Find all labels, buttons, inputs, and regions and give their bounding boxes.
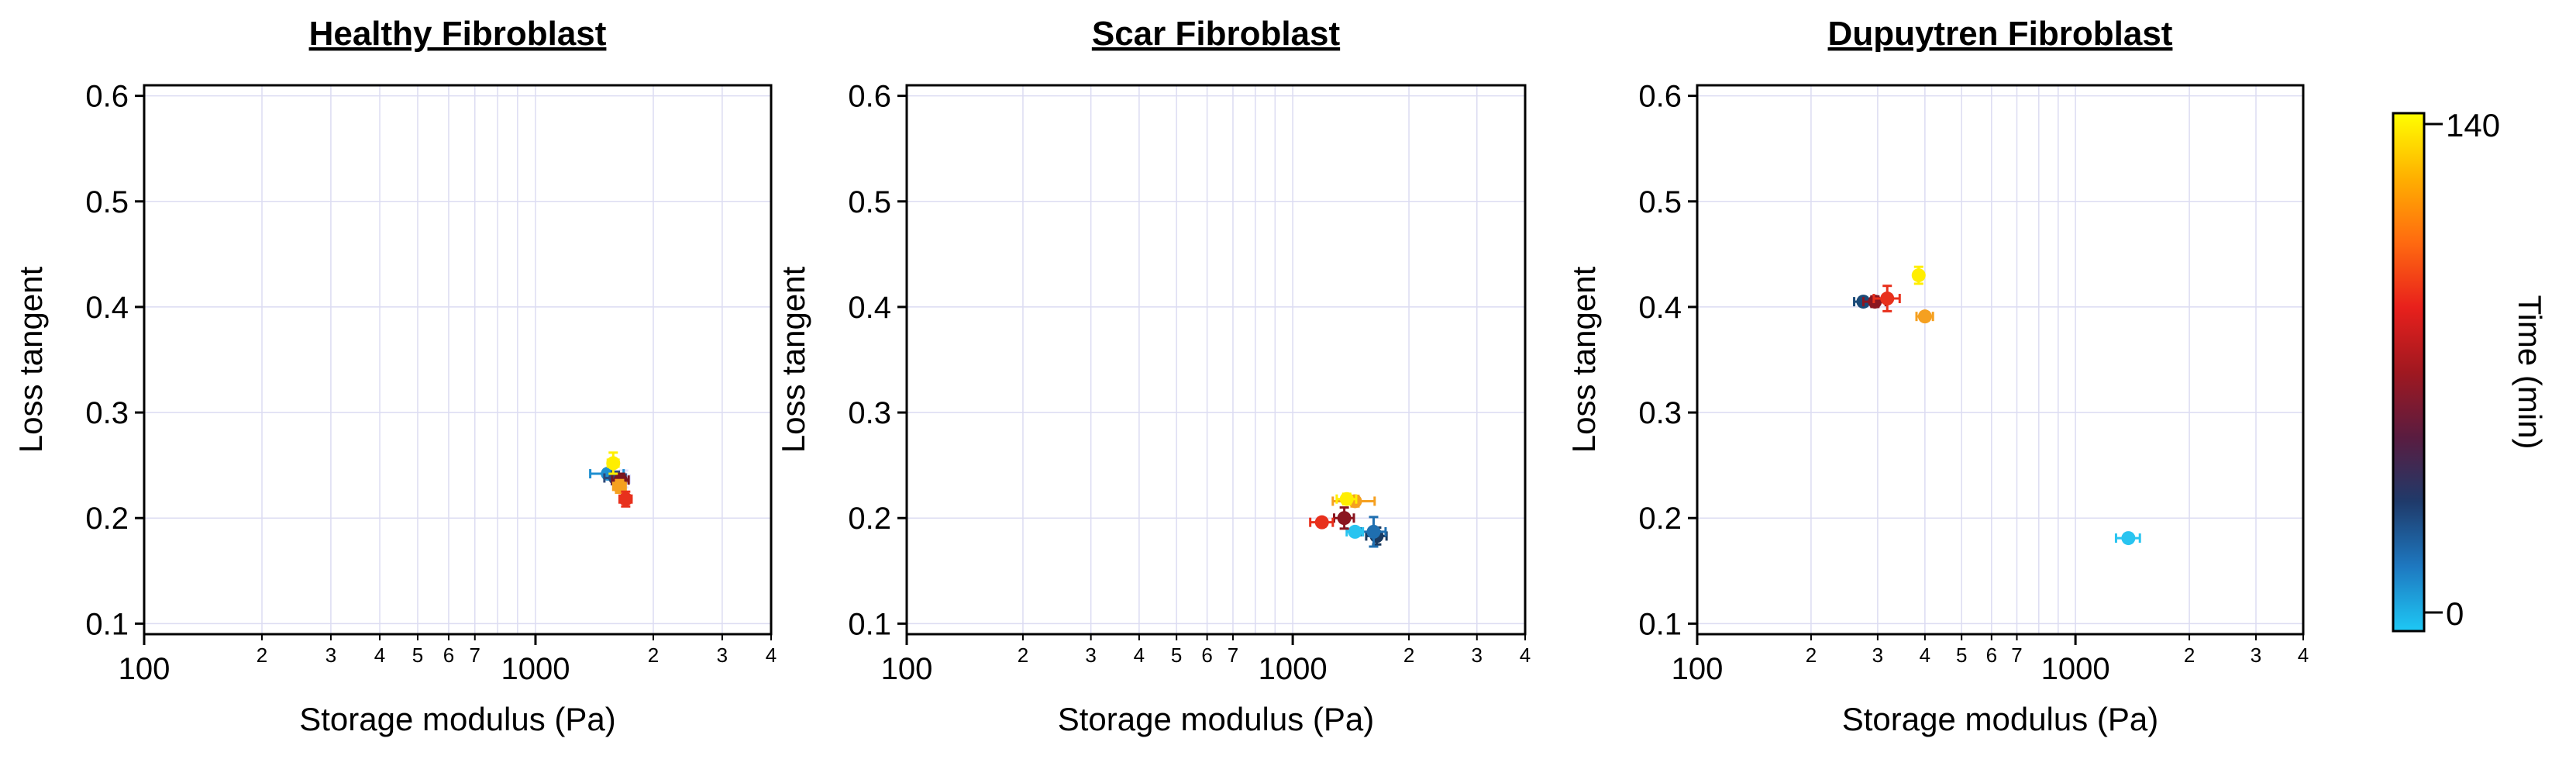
x-minor-tick-label: 3 xyxy=(1472,643,1483,667)
y-tick-label: 0.1 xyxy=(1638,607,1682,641)
y-axis-label: Loss tangent xyxy=(12,266,49,453)
x-minor-tick-label: 4 xyxy=(374,643,385,667)
chart-title: Dupuytren Fibroblast xyxy=(1828,15,2173,53)
y-tick-label: 0.2 xyxy=(85,502,129,536)
x-minor-tick-label: 5 xyxy=(1171,643,1182,667)
x-minor-tick-label: 2 xyxy=(648,643,659,667)
x-minor-tick-label: 2 xyxy=(1018,643,1028,667)
data-point xyxy=(1331,494,1376,509)
y-tick-label: 0.6 xyxy=(1638,80,1682,114)
data-point xyxy=(1915,309,1934,324)
y-tick-label: 0.1 xyxy=(848,607,891,641)
y-tick-label: 0.2 xyxy=(848,502,891,536)
data-marker xyxy=(1880,292,1895,306)
y-tick-label: 0.1 xyxy=(85,607,129,641)
y-tick-label: 0.5 xyxy=(85,185,129,219)
x-minor-tick-label: 5 xyxy=(412,643,423,667)
data-point xyxy=(1309,515,1334,530)
x-tick-label: 100 xyxy=(881,652,933,686)
x-minor-tick-label: 6 xyxy=(443,643,454,667)
x-tick-label: 1000 xyxy=(501,652,570,686)
panel-1: 0.1 0.2 0.3 0.4 0.5 0.6 100 1000 2 3 4 5 6 7 2 3 4 Health… xyxy=(12,15,777,737)
data-marker xyxy=(2121,531,2136,546)
y-tick-label: 0.6 xyxy=(85,80,129,114)
data-marker xyxy=(1911,268,1926,283)
x-minor-tick-label: 2 xyxy=(2184,643,2195,667)
x-minor-tick-label: 2 xyxy=(1403,643,1414,667)
data-point xyxy=(1911,265,1926,285)
data-point xyxy=(618,490,633,508)
x-minor-tick-label: 7 xyxy=(2011,643,2022,667)
colorbar-gradient xyxy=(2392,112,2426,633)
y-tick-label: 0.5 xyxy=(848,185,891,219)
x-tick-label: 1000 xyxy=(2041,652,2110,686)
x-minor-tick-label: 5 xyxy=(1956,643,1967,667)
chart-title: Healthy Fibroblast xyxy=(309,15,607,53)
colorbar-max-label: 140 xyxy=(2446,107,2500,143)
data-marker xyxy=(1339,492,1354,506)
y-axis-label: Loss tangent xyxy=(1565,266,1602,453)
x-minor-tick-label: 4 xyxy=(2298,643,2309,667)
data-point xyxy=(1872,285,1901,312)
data-marker xyxy=(1366,524,1381,539)
x-minor-tick-label: 6 xyxy=(1986,643,1997,667)
y-tick-label: 0.4 xyxy=(85,291,129,325)
panel-2: 0.1 0.2 0.3 0.4 0.5 0.6 100 1000 2 3 4 5 6 7 2 3 4 Scar F… xyxy=(775,15,1531,737)
y-tick-label: 0.4 xyxy=(1638,291,1682,325)
data-point xyxy=(1345,524,1365,539)
data-marker xyxy=(1314,515,1329,530)
x-minor-tick-label: 4 xyxy=(766,643,777,667)
y-tick-label: 0.6 xyxy=(848,80,891,114)
plot-frame xyxy=(905,84,1527,636)
y-tick-label: 0.3 xyxy=(85,396,129,430)
x-minor-tick-label: 3 xyxy=(717,643,728,667)
panel-3: 0.1 0.2 0.3 0.4 0.5 0.6 100 1000 2 3 4 5 6 7 2 3 4 Dupuyt… xyxy=(1565,15,2309,737)
x-tick-label: 100 xyxy=(1672,652,1724,686)
x-minor-tick-label: 3 xyxy=(1085,643,1096,667)
x-axis-label: Storage modulus (Pa) xyxy=(299,701,616,737)
data-marker xyxy=(612,479,627,494)
y-tick-label: 0.5 xyxy=(1638,185,1682,219)
y-tick-label: 0.3 xyxy=(848,396,891,430)
x-tick-label: 1000 xyxy=(1259,652,1328,686)
plot-frame xyxy=(143,84,773,636)
data-marker xyxy=(1348,524,1362,539)
x-minor-tick-label: 2 xyxy=(1806,643,1817,667)
x-minor-tick-label: 3 xyxy=(2251,643,2261,667)
data-marker xyxy=(1917,309,1932,324)
data-point xyxy=(1359,516,1387,548)
data-point xyxy=(611,478,627,495)
x-minor-tick-label: 3 xyxy=(325,643,336,667)
colorbar-min-label: 0 xyxy=(2446,595,2464,632)
chart-title: Scar Fibroblast xyxy=(1092,15,1341,53)
colorbar-label: Time (min) xyxy=(2512,295,2548,449)
data-point xyxy=(1333,506,1355,530)
data-marker xyxy=(606,456,621,471)
x-minor-tick-label: 4 xyxy=(1920,643,1930,667)
x-axis-label: Storage modulus (Pa) xyxy=(1058,701,1375,737)
y-tick-label: 0.4 xyxy=(848,291,891,325)
x-minor-tick-label: 2 xyxy=(257,643,267,667)
data-marker xyxy=(618,492,633,506)
colorbar: 140 0 Time (min) xyxy=(2392,107,2548,633)
x-minor-tick-label: 7 xyxy=(470,643,480,667)
data-point xyxy=(606,451,621,475)
x-minor-tick-label: 4 xyxy=(1520,643,1531,667)
data-marker xyxy=(1337,511,1352,526)
y-tick-label: 0.2 xyxy=(1638,502,1682,536)
y-axis-label: Loss tangent xyxy=(775,266,811,453)
x-minor-tick-label: 4 xyxy=(1134,643,1145,667)
data-point xyxy=(1335,492,1358,506)
x-tick-label: 100 xyxy=(119,652,170,686)
plot-frame xyxy=(1696,84,2305,636)
data-point xyxy=(2114,531,2141,546)
y-tick-label: 0.3 xyxy=(1638,396,1682,430)
x-minor-tick-label: 7 xyxy=(1228,643,1238,667)
x-minor-tick-label: 3 xyxy=(1872,643,1883,667)
x-axis-label: Storage modulus (Pa) xyxy=(1842,701,2159,737)
x-minor-tick-label: 6 xyxy=(1201,643,1212,667)
